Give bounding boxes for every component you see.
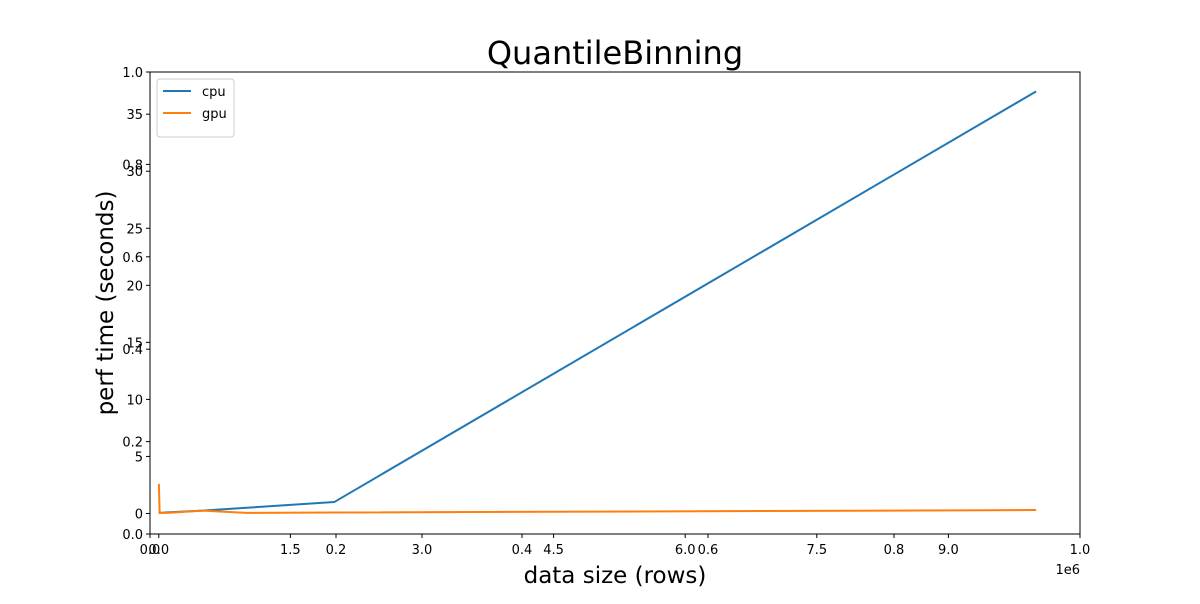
legend-box [156,78,235,138]
frame-x-tick-label: 1.0 [1070,543,1091,558]
series-lines [157,90,1037,515]
y-tick-label: 35 [126,108,143,123]
series-line-cpu [158,90,1037,515]
frame-y-tick-label: 0.8 [122,158,143,173]
x-tick-label: 9.0 [938,543,959,558]
frame-y-tick-label: 0.2 [122,436,143,451]
legend-label-cpu: cpu [202,85,226,100]
frame-x-tick-label: 0.4 [512,543,533,558]
frame-x-tick-label: 0.2 [326,543,347,558]
y-tick-label: 15 [126,336,143,351]
x-tick-label: 0.0 [148,543,169,558]
y-tick-label: 5 [135,450,143,465]
plot-area [149,71,1081,535]
x-tick-label: 4.5 [543,543,564,558]
y-tick-label: 0 [135,507,143,522]
y-axis-label: perf time (seconds) [93,191,119,416]
frame-ticks: 0.0 0.2 0.4 0.6 0.8 1.0 0.0 0.2 0.4 0.6 0.8 1.0 [122,66,1090,558]
x-offset-label: 1e6 [1055,563,1080,578]
data-ticks: 0.0 1.5 3.0 4.5 6.0 7.5 9.0 0 5 10 15 20 25 30 35 [126,108,958,558]
y-tick-label: 10 [126,393,143,408]
frame-y-tick-label: 0.0 [122,528,143,543]
legend: cpu gpu [156,78,235,138]
legend-label-gpu: gpu [202,107,227,122]
y-tick-label: 30 [126,165,143,180]
chart-title: QuantileBinning [487,34,743,72]
x-tick-label: 1.5 [280,543,301,558]
x-axis-label: data size (rows) [524,563,707,589]
y-tick-label: 20 [126,279,143,294]
y-tick-label: 25 [126,222,143,237]
plot-frame [149,71,1081,535]
x-tick-label: 7.5 [806,543,827,558]
x-tick-label: 3.0 [412,543,433,558]
frame-y-tick-label: 0.4 [122,343,143,358]
frame-x-tick-label: 0.6 [698,543,719,558]
frame-x-tick-label: 0.8 [884,543,905,558]
x-tick-label: 6.0 [675,543,696,558]
frame-y-tick-label: 1.0 [122,66,143,81]
series-line-gpu [157,483,1037,514]
frame-y-tick-label: 0.6 [122,251,143,266]
frame-x-tick-label: 0.0 [140,543,161,558]
